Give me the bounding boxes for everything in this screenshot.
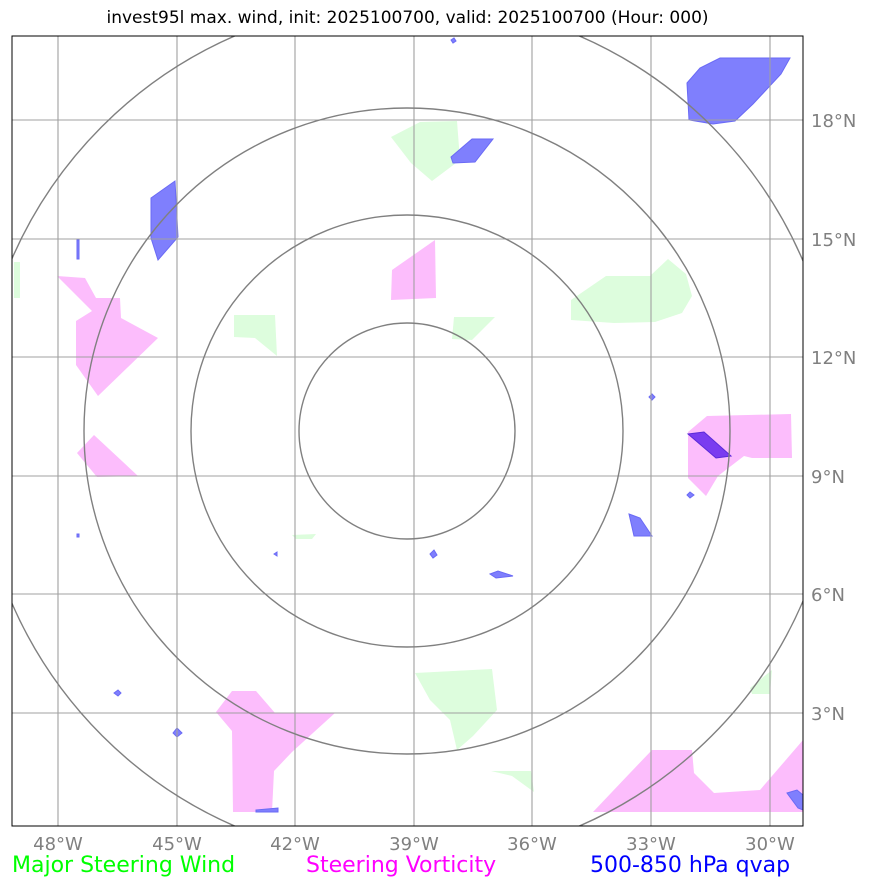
qvap-patch <box>450 37 457 44</box>
longitude-label: 36°W <box>507 834 557 855</box>
longitude-label: 42°W <box>270 834 320 855</box>
range-rings <box>12 36 803 826</box>
range-ring <box>298 322 516 540</box>
wind-patch <box>14 262 20 298</box>
latitude-label: 3°N <box>811 704 845 725</box>
gridlines <box>12 36 803 826</box>
legend-wind: Major Steering Wind <box>12 853 236 878</box>
wind-patch <box>571 259 692 323</box>
range-ring <box>83 107 731 755</box>
wind-patch <box>491 771 534 792</box>
latitude-label: 18°N <box>811 111 856 132</box>
wind-patch <box>234 315 277 356</box>
legend-qvap: 500-850 hPa qvap <box>590 853 791 878</box>
qvap-patch <box>786 789 803 811</box>
latitude-label: 12°N <box>811 348 856 369</box>
qvap-patch <box>113 689 122 697</box>
wind-patch <box>292 534 316 539</box>
vorticity-patch <box>57 276 158 396</box>
qvap-patch <box>273 551 278 557</box>
qvap-patch <box>628 513 653 537</box>
longitude-labels: 48°W 45°W 42°W 39°W 36°W 33°W 30°W <box>33 834 795 855</box>
wind-patch <box>415 669 497 750</box>
qvap-patch <box>488 570 514 579</box>
wind-patch <box>750 670 772 694</box>
qvap-patch <box>686 57 791 125</box>
qvap-patch <box>255 807 279 813</box>
plot-area <box>12 36 803 826</box>
vorticity-patch <box>593 740 803 812</box>
range-ring <box>190 214 624 648</box>
vorticity-fields <box>57 240 803 812</box>
longitude-label: 48°W <box>33 834 83 855</box>
qvap-patch <box>150 180 179 261</box>
plot-border <box>11 35 804 827</box>
qvap-patch <box>450 138 495 164</box>
vorticity-patch <box>216 691 335 812</box>
wind-fields <box>14 121 772 792</box>
longitude-label: 39°W <box>389 834 439 855</box>
wind-patch <box>452 317 495 340</box>
longitude-label: 45°W <box>152 834 202 855</box>
qvap-vorticity-overlap <box>686 431 733 459</box>
qvap-patch <box>76 239 80 260</box>
wind-patch <box>391 121 460 181</box>
latitude-label: 15°N <box>811 230 856 251</box>
longitude-label: 33°W <box>626 834 676 855</box>
vorticity-patch <box>77 435 138 477</box>
latitude-label: 9°N <box>811 467 845 488</box>
latitude-label: 6°N <box>811 585 845 606</box>
qvap-fields <box>76 37 803 813</box>
qvap-patch <box>429 549 438 559</box>
legend-vorticity: Steering Vorticity <box>306 853 497 878</box>
qvap-patch <box>76 533 80 538</box>
qvap-patch <box>686 491 695 499</box>
latitude-labels: 18°N 15°N 12°N 9°N 6°N 3°N <box>811 111 856 725</box>
longitude-label: 30°W <box>745 834 795 855</box>
map-title: invest95l max. wind, init: 2025100700, v… <box>106 8 709 28</box>
